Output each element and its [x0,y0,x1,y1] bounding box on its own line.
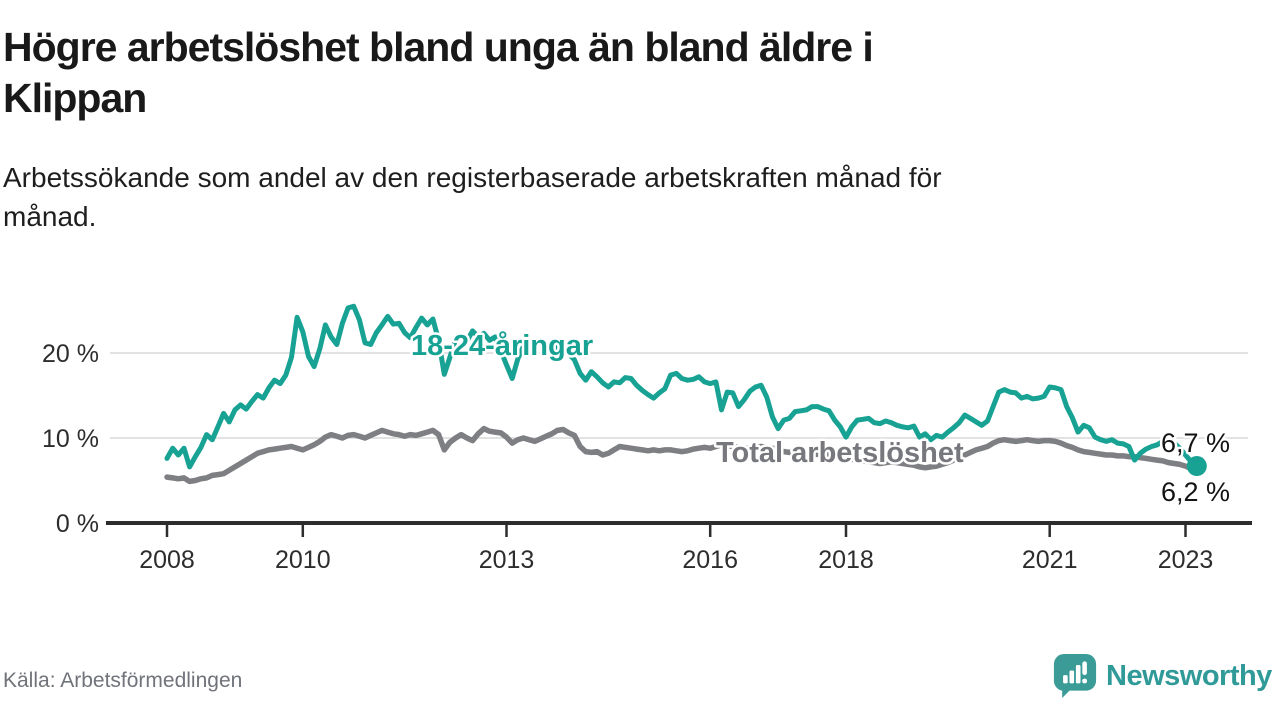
youth-end-dot [1186,456,1207,477]
x-tick-label-2023: 2023 [1158,546,1214,574]
total-series-line [164,425,1200,485]
x-tick-label-2008: 2008 [139,546,195,574]
page-title: Högre arbetslöshet bland unga än bland ä… [3,24,874,121]
speech-bubble-shape [1053,654,1097,698]
youth-series-line [164,303,1200,470]
x-tick-label-2010: 2010 [275,546,331,574]
newsworthy-wordmark: Newsworthy [1106,659,1272,692]
y-tick-label-0: 0 % [56,510,99,538]
youth-series-label: 18-24-åringar [411,330,593,362]
x-tick-label-2016: 2016 [682,546,738,574]
y-tick-label-20: 20 % [42,340,99,368]
youth-end-value-label: 6,7 % [1161,428,1230,458]
exclamation-dot [1082,678,1088,684]
x-tick-label-2013: 2013 [479,546,535,574]
chart-subtitle: Arbetssökande som andel av den registerb… [3,162,942,232]
newsworthy-logo: Newsworthy [1053,652,1278,700]
total-end-value-label: 6,2 % [1161,477,1230,507]
bar-large [1075,665,1081,684]
source-note: Källa: Arbetsförmedlingen [3,669,243,692]
x-tick-label-2018: 2018 [818,546,874,574]
x-tick-label-2021: 2021 [1022,546,1078,574]
newsworthy-speech-bubble-bar-chart-icon [1053,654,1097,698]
total-series-label: Total arbetslöshet [716,437,964,469]
bar-medium [1069,670,1075,684]
exclamation-bar [1082,661,1087,676]
bar-small [1063,675,1068,684]
y-tick-label-10: 10 % [42,425,99,453]
